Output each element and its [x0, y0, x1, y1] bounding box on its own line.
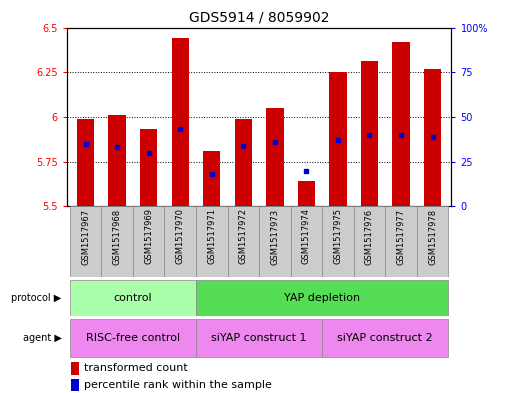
Bar: [203, 151, 221, 206]
Bar: [322, 206, 353, 277]
Bar: [102, 206, 133, 277]
Text: GSM1517968: GSM1517968: [113, 208, 122, 264]
Text: RISC-free control: RISC-free control: [86, 333, 180, 343]
Bar: [133, 206, 165, 277]
Bar: [196, 319, 322, 357]
Text: GSM1517974: GSM1517974: [302, 208, 311, 264]
Bar: [353, 206, 385, 277]
Bar: [392, 42, 410, 206]
Text: GSM1517975: GSM1517975: [333, 208, 342, 264]
Bar: [234, 119, 252, 206]
Text: protocol ▶: protocol ▶: [11, 293, 62, 303]
Bar: [196, 280, 448, 316]
Bar: [417, 206, 448, 277]
Bar: [70, 206, 102, 277]
Bar: [329, 72, 347, 206]
Bar: [171, 38, 189, 206]
Text: siYAP construct 2: siYAP construct 2: [338, 333, 433, 343]
Bar: [165, 206, 196, 277]
Bar: [290, 206, 322, 277]
Text: GSM1517976: GSM1517976: [365, 208, 374, 264]
Bar: [361, 61, 378, 206]
Bar: [77, 119, 94, 206]
Text: GSM1517973: GSM1517973: [270, 208, 280, 264]
Text: GSM1517972: GSM1517972: [239, 208, 248, 264]
Title: GDS5914 / 8059902: GDS5914 / 8059902: [189, 11, 329, 25]
Bar: [385, 206, 417, 277]
Text: YAP depletion: YAP depletion: [284, 293, 360, 303]
Bar: [70, 362, 79, 375]
Text: GSM1517971: GSM1517971: [207, 208, 216, 264]
Bar: [298, 181, 315, 206]
Bar: [259, 206, 290, 277]
Bar: [322, 319, 448, 357]
Text: GSM1517967: GSM1517967: [81, 208, 90, 264]
Bar: [266, 108, 284, 206]
Text: GSM1517970: GSM1517970: [176, 208, 185, 264]
Text: GSM1517977: GSM1517977: [397, 208, 405, 264]
Text: percentile rank within the sample: percentile rank within the sample: [84, 380, 272, 390]
Text: GSM1517969: GSM1517969: [144, 208, 153, 264]
Text: agent ▶: agent ▶: [23, 333, 62, 343]
Text: control: control: [113, 293, 152, 303]
Text: GSM1517978: GSM1517978: [428, 208, 437, 264]
Bar: [424, 69, 441, 206]
Bar: [70, 378, 79, 391]
Bar: [228, 206, 259, 277]
Bar: [140, 129, 157, 206]
Text: siYAP construct 1: siYAP construct 1: [211, 333, 307, 343]
Bar: [70, 280, 196, 316]
Bar: [108, 115, 126, 206]
Bar: [196, 206, 228, 277]
Bar: [70, 319, 196, 357]
Text: transformed count: transformed count: [84, 363, 188, 373]
